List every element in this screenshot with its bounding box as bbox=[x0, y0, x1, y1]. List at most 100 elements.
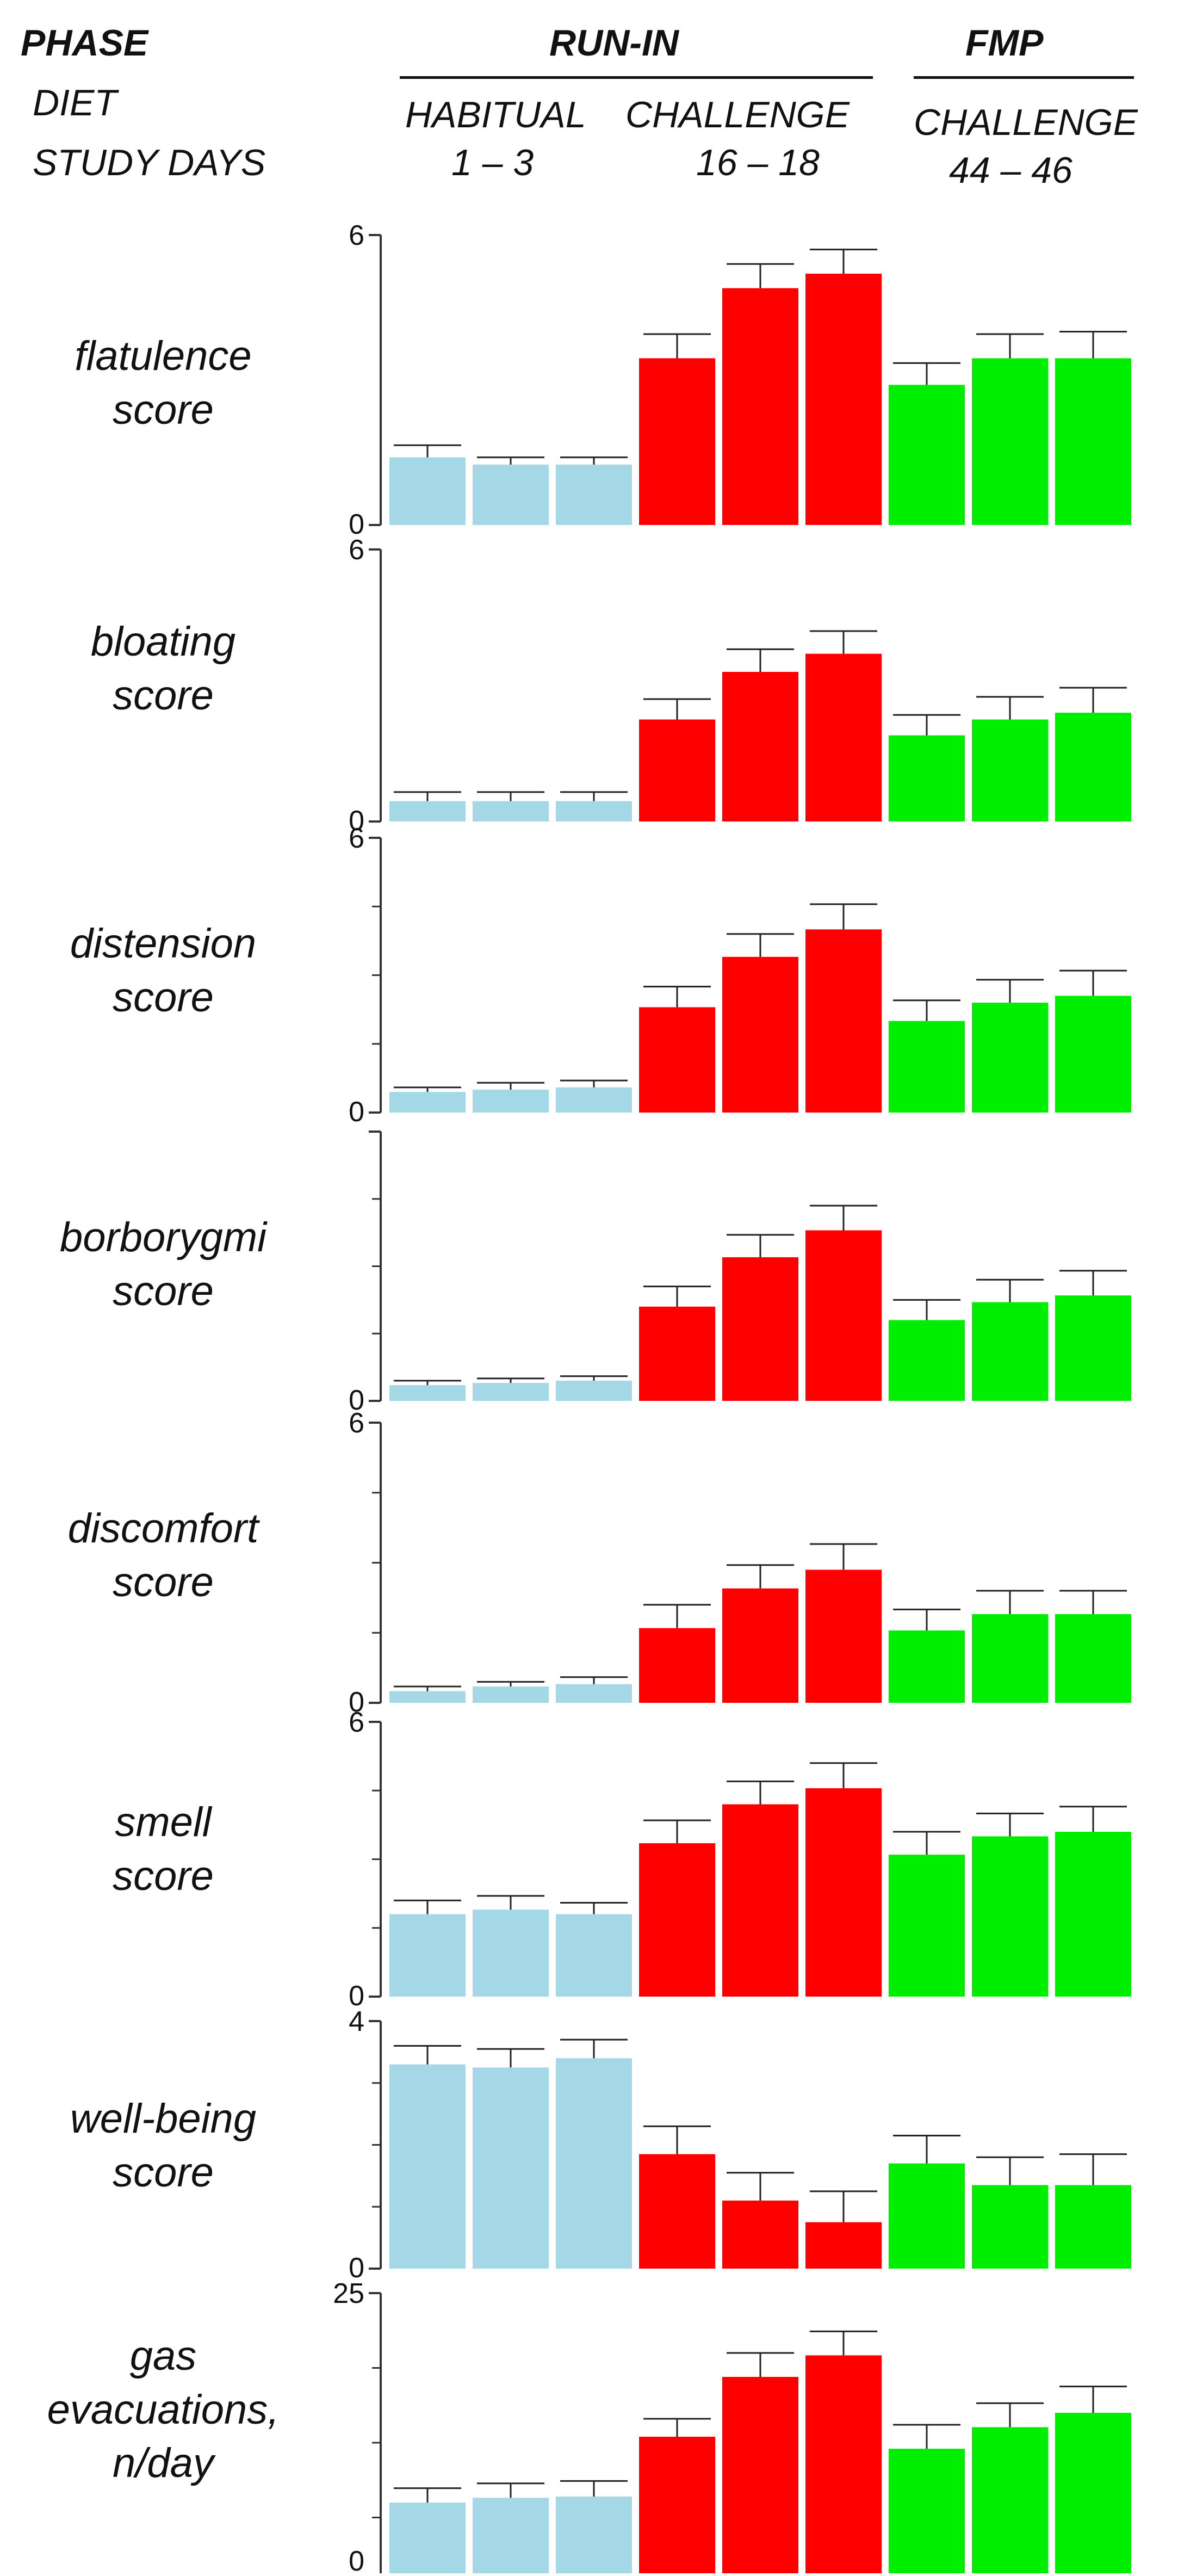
bar bbox=[805, 929, 882, 1113]
y-tick-label-max: 6 bbox=[349, 1707, 364, 1738]
y-axis-label: flatulence score bbox=[75, 333, 252, 433]
bar bbox=[722, 288, 798, 525]
y-tick-label-min: 0 bbox=[349, 1385, 364, 1416]
days-habitual: 1 – 3 bbox=[451, 142, 534, 183]
bar bbox=[389, 1385, 466, 1401]
bar bbox=[556, 1380, 632, 1401]
bar bbox=[639, 1306, 715, 1401]
bar bbox=[889, 1855, 965, 1997]
bar bbox=[972, 358, 1048, 525]
bar bbox=[722, 956, 798, 1113]
bar bbox=[889, 735, 965, 821]
bar bbox=[473, 1686, 549, 1703]
y-axis-label: borborygmi score bbox=[59, 1214, 267, 1314]
bar bbox=[389, 1691, 466, 1703]
run-in-underline bbox=[400, 76, 873, 79]
bar bbox=[639, 358, 715, 525]
y-tick-label-max: 6 bbox=[349, 823, 364, 854]
bar bbox=[889, 1320, 965, 1401]
y-tick-label-min: 0 bbox=[349, 1096, 364, 1128]
bar bbox=[556, 1684, 632, 1703]
y-tick-label-max: 25 bbox=[333, 2278, 364, 2309]
bar bbox=[473, 2498, 549, 2573]
bar bbox=[1055, 1614, 1131, 1703]
bar bbox=[639, 719, 715, 821]
bar bbox=[389, 801, 466, 821]
bar bbox=[556, 2497, 632, 2573]
phase-label: PHASE bbox=[21, 22, 148, 64]
y-tick-label-min: 0 bbox=[349, 1687, 364, 1718]
bar bbox=[889, 2449, 965, 2573]
diet-habitual: HABITUAL bbox=[405, 94, 586, 135]
bar bbox=[473, 464, 549, 525]
bar bbox=[473, 801, 549, 821]
y-tick-label-min: 0 bbox=[349, 1980, 364, 2012]
y-axis-label: discomfort score bbox=[67, 1505, 259, 1605]
y-axis-label: bloating score bbox=[90, 619, 236, 719]
study-days-label: STUDY DAYS bbox=[33, 142, 266, 183]
bar bbox=[805, 2222, 882, 2269]
y-axis-label: smell score bbox=[113, 1799, 214, 1899]
y-axis-label: well-being score bbox=[70, 2096, 257, 2196]
bar bbox=[805, 2355, 882, 2573]
bar bbox=[722, 1588, 798, 1703]
bar bbox=[722, 672, 798, 821]
y-tick-label-max: 6 bbox=[349, 220, 364, 251]
bar bbox=[972, 1003, 1048, 1113]
bar bbox=[1055, 1295, 1131, 1401]
y-axis-label: gas evacuations, n/day bbox=[47, 2332, 280, 2487]
days-challenge-run-in: 16 – 18 bbox=[696, 142, 820, 183]
bar bbox=[1055, 1832, 1131, 1997]
bar bbox=[1055, 2185, 1131, 2269]
bar bbox=[639, 1628, 715, 1703]
y-axis-label: distension score bbox=[70, 921, 257, 1021]
bar bbox=[1055, 996, 1131, 1113]
y-tick-label-min: 0 bbox=[349, 2546, 364, 2576]
bar bbox=[889, 385, 965, 525]
bar bbox=[889, 1630, 965, 1703]
bar bbox=[473, 2067, 549, 2269]
bar bbox=[389, 457, 466, 525]
bar bbox=[556, 1087, 632, 1113]
bar bbox=[389, 1914, 466, 1997]
bar bbox=[972, 1836, 1048, 1997]
bar bbox=[389, 2064, 466, 2269]
bar bbox=[473, 1910, 549, 1997]
bar bbox=[389, 2503, 466, 2573]
bar bbox=[556, 801, 632, 821]
bar bbox=[556, 1914, 632, 1997]
bar bbox=[972, 1614, 1048, 1703]
bar bbox=[473, 1089, 549, 1113]
bar bbox=[556, 464, 632, 525]
bar bbox=[972, 2185, 1048, 2269]
y-tick-label-min: 0 bbox=[349, 509, 364, 540]
bar bbox=[722, 2200, 798, 2269]
bar bbox=[556, 2058, 632, 2269]
bar bbox=[805, 1788, 882, 1997]
bar bbox=[972, 1302, 1048, 1401]
bar bbox=[805, 1230, 882, 1401]
bar bbox=[639, 2437, 715, 2573]
y-tick-label-max: 6 bbox=[349, 1407, 364, 1439]
diet-challenge-run-in: CHALLENGE bbox=[625, 94, 850, 135]
y-tick-label-max: 4 bbox=[349, 2006, 364, 2037]
bar bbox=[1055, 358, 1131, 525]
y-tick-label-min: 0 bbox=[349, 805, 364, 837]
bar bbox=[639, 1843, 715, 1997]
bar bbox=[473, 1383, 549, 1401]
bar bbox=[1055, 713, 1131, 821]
days-challenge-fmp: 44 – 46 bbox=[949, 150, 1072, 191]
bar bbox=[972, 2427, 1048, 2573]
y-tick-label-max: 6 bbox=[349, 534, 364, 566]
bar bbox=[805, 274, 882, 525]
fmp-underline bbox=[914, 76, 1134, 79]
y-tick-label-min: 0 bbox=[349, 2252, 364, 2284]
bar bbox=[722, 1804, 798, 1997]
fmp-header: FMP bbox=[965, 22, 1044, 64]
bar bbox=[639, 2154, 715, 2269]
bar bbox=[805, 653, 882, 821]
bar bbox=[972, 719, 1048, 821]
bar bbox=[639, 1007, 715, 1113]
bar bbox=[722, 2377, 798, 2573]
